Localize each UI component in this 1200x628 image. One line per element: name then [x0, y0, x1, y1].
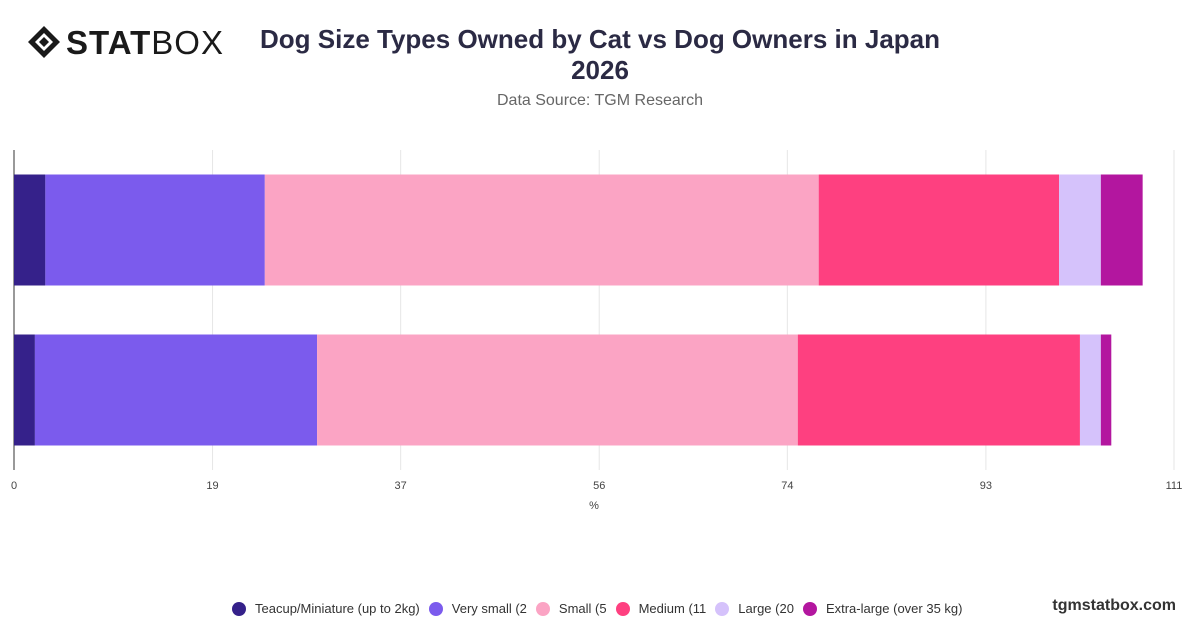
legend-label: Medium (11	[638, 601, 707, 616]
diamond-logo-icon	[28, 26, 60, 58]
legend-item[interactable]: Small (5	[535, 601, 607, 616]
chart-legend: Teacup/Miniature (up to 2kg) Very small (…	[232, 601, 972, 616]
bar-segment[interactable]	[264, 174, 819, 286]
legend-swatch	[535, 601, 550, 616]
legend-label: Teacup/Miniature (up to 2kg)	[255, 601, 420, 616]
bar-segment[interactable]	[317, 334, 798, 446]
website-label[interactable]: tgmstatbox.com	[1052, 597, 1176, 614]
logo-text-bold: STAT	[66, 23, 152, 61]
legend-swatch	[232, 601, 246, 616]
x-tick-label: 74	[781, 480, 793, 492]
legend-swatch	[715, 601, 730, 616]
legend-item[interactable]: Large (20	[715, 601, 794, 616]
x-tick-label: 93	[980, 480, 992, 492]
bar-segment[interactable]	[14, 174, 46, 286]
bar-segment[interactable]	[797, 334, 1080, 446]
legend-item[interactable]: Teacup/Miniature (up to 2kg)	[232, 601, 420, 616]
logo-text: STATBOX	[66, 26, 224, 59]
legend-item[interactable]: Extra-large (over 35 kg)	[802, 601, 963, 616]
legend-label: Large (20	[738, 601, 794, 616]
bar-segment[interactable]	[1100, 334, 1112, 446]
x-axis: 0 19 37 56 74 93 111	[11, 480, 1182, 492]
bar-segment[interactable]	[1079, 334, 1101, 446]
legend-swatch	[615, 601, 630, 616]
legend-label: Very small (2	[451, 601, 527, 616]
bar-segment[interactable]	[818, 174, 1060, 286]
bar-segment[interactable]	[1059, 174, 1101, 286]
legend-label: Small (5	[558, 601, 607, 616]
chart-title: Dog Size Types Owned by Cat vs Dog Owner…	[260, 24, 940, 85]
x-tick-label: 56	[593, 480, 605, 492]
bar-segment[interactable]	[34, 334, 318, 446]
legend-item[interactable]: Very small (2	[428, 601, 527, 616]
bars	[14, 174, 1143, 446]
legend-swatch	[428, 601, 443, 616]
legend-item[interactable]: Medium (11	[615, 601, 707, 616]
x-tick-label: 37	[395, 480, 407, 492]
bar-segment[interactable]	[1100, 174, 1143, 286]
x-tick-label: 0	[11, 480, 17, 492]
bar-segment[interactable]	[45, 174, 265, 286]
logo-text-thin: BOX	[151, 23, 224, 61]
legend-swatch	[802, 601, 817, 616]
x-tick-label: 19	[206, 480, 218, 492]
x-tick-label: 111	[1166, 480, 1183, 492]
legend-label: Extra-large (over 35 kg)	[825, 601, 963, 616]
chart-subtitle: Data Source: TGM Research	[496, 92, 703, 109]
x-axis-label: %	[589, 500, 599, 512]
bar-segment[interactable]	[14, 334, 35, 446]
statbox-logo: STATBOX	[26, 24, 224, 60]
